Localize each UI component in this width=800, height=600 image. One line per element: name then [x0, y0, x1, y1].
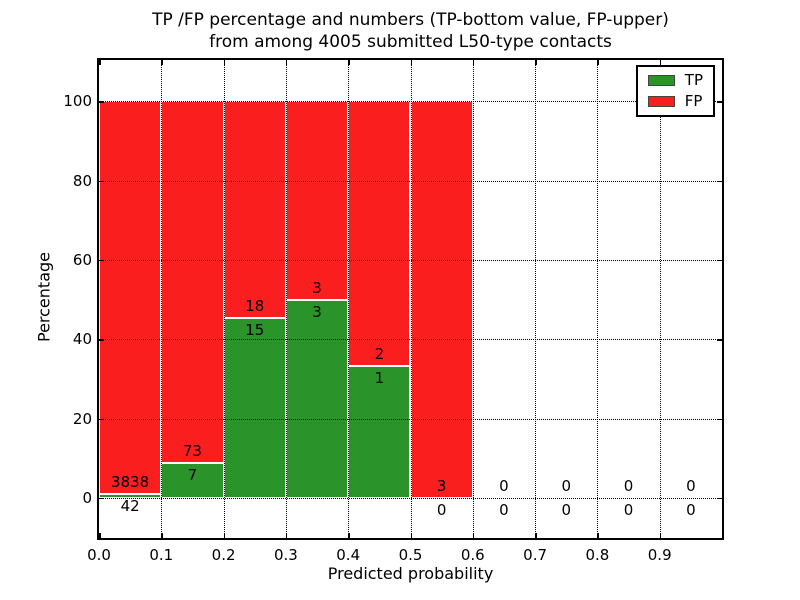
- legend-label-fp: FP: [684, 92, 703, 110]
- x-axis-tick-top: [410, 60, 412, 65]
- gridline-vertical: [472, 60, 474, 538]
- bar-fp-segment: [161, 101, 224, 464]
- tp-count-label: 0: [623, 500, 634, 519]
- fp-count-label: 0: [623, 476, 634, 495]
- x-tick-label: 0.2: [211, 546, 236, 564]
- x-tick-label: 0.9: [647, 546, 672, 564]
- fp-count-label: 2: [374, 344, 385, 363]
- y-axis-tick: [99, 101, 104, 103]
- legend: TP FP: [635, 65, 715, 117]
- bar-tp-segment: [161, 463, 224, 498]
- y-axis-tick: [99, 339, 104, 341]
- bar-tp-segment: [285, 299, 349, 498]
- fp-count-label: 3838: [111, 472, 150, 491]
- y-tick-label: 20: [72, 409, 92, 428]
- x-axis-tick: [597, 533, 599, 538]
- x-axis-tick-top: [659, 60, 662, 65]
- legend-item-tp: TP: [647, 71, 703, 89]
- chart-title-line1: TP /FP percentage and numbers (TP-bottom…: [152, 10, 669, 30]
- gridline-vertical: [161, 60, 163, 538]
- gridline-vertical: [659, 60, 661, 538]
- x-tick-label: 0.5: [398, 546, 423, 564]
- legend-label-tp: TP: [684, 71, 703, 89]
- gridline-vertical: [348, 60, 350, 538]
- y-axis-tick-right: [717, 497, 722, 500]
- x-axis-tick-top: [285, 60, 288, 65]
- y-axis-tick-right: [717, 418, 722, 421]
- fp-count-label: 0: [499, 476, 509, 495]
- tp-count-label: 15: [245, 320, 265, 339]
- bar-fp-segment: [348, 101, 411, 366]
- fp-count-label: 0: [561, 476, 572, 495]
- chart-title-line2: from among 4005 submitted L50-type conta…: [209, 32, 612, 52]
- tp-count-label: 3: [312, 302, 322, 321]
- bar-fp-segment: [410, 101, 473, 498]
- y-axis-tick: [99, 259, 104, 262]
- y-axis-tick-right: [717, 339, 722, 341]
- plot-area: TP FP 3838 42 73 7 18 15 3 3 2 1 3 0 0 0 0 0 0 0 0 0: [97, 58, 724, 540]
- tp-count-label: 7: [187, 466, 198, 485]
- tp-count-label: 1: [374, 368, 385, 387]
- x-tick-label: 0.3: [273, 546, 298, 564]
- x-axis-tick-top: [535, 60, 537, 65]
- bar-fp-segment: [285, 101, 349, 300]
- x-tick-label: 0.1: [149, 546, 174, 564]
- x-tick-label: 0.0: [87, 546, 111, 564]
- fp-count-label: 3: [312, 278, 322, 297]
- x-axis-tick-top: [161, 60, 163, 65]
- bar-fp-segment: [99, 101, 162, 494]
- bar-fp-segment: [223, 101, 286, 318]
- x-tick-label: 0.4: [336, 546, 361, 564]
- y-axis-tick: [99, 180, 104, 183]
- y-axis-tick-right: [717, 180, 722, 183]
- tp-count-label: 0: [561, 500, 572, 519]
- y-tick-label: 40: [72, 330, 92, 349]
- x-tick-label: 0.6: [460, 546, 485, 564]
- x-axis-tick: [348, 533, 350, 538]
- x-tick-label: 0.8: [585, 546, 610, 564]
- gridline-vertical: [223, 60, 225, 538]
- x-axis-tick: [285, 533, 288, 538]
- y-tick-label: 0: [82, 488, 92, 507]
- x-axis-tick: [99, 533, 101, 538]
- tp-count-label: 0: [499, 500, 509, 519]
- tp-count-label: 0: [686, 500, 696, 519]
- x-axis-tick-top: [223, 60, 226, 65]
- x-axis-tick-top: [472, 60, 475, 65]
- gridline-vertical: [285, 60, 287, 538]
- legend-item-fp: FP: [647, 92, 703, 110]
- legend-swatch-tp-icon: [647, 75, 675, 86]
- x-axis-tick: [410, 533, 412, 538]
- legend-swatch-fp-icon: [647, 96, 675, 107]
- x-axis-label: Predicted probability: [327, 564, 494, 583]
- x-axis-tick: [223, 533, 226, 538]
- bar-tp-segment: [99, 493, 162, 498]
- y-axis-tick: [99, 497, 104, 500]
- x-axis-tick: [659, 533, 662, 538]
- fp-count-label: 3: [436, 476, 447, 495]
- gridline-vertical: [410, 60, 412, 538]
- gridline-vertical: [535, 60, 537, 538]
- y-axis-tick-right: [717, 259, 722, 262]
- fp-count-label: 18: [245, 296, 265, 315]
- x-axis-tick-top: [597, 60, 599, 65]
- fp-count-label: 0: [686, 476, 696, 495]
- fp-count-label: 73: [182, 442, 202, 461]
- tp-count-label: 0: [436, 500, 447, 519]
- x-axis-tick-top: [99, 60, 101, 65]
- x-tick-label: 0.7: [523, 546, 548, 564]
- x-axis-tick: [472, 533, 475, 538]
- y-tick-label: 60: [72, 250, 92, 269]
- tp-count-label: 42: [120, 496, 140, 515]
- x-axis-tick: [161, 533, 163, 538]
- y-tick-label: 100: [63, 92, 92, 111]
- y-axis-tick: [99, 418, 104, 421]
- y-axis-tick-right: [717, 101, 722, 103]
- y-tick-label: 80: [72, 171, 92, 190]
- x-axis-tick: [535, 533, 537, 538]
- x-axis-tick-top: [348, 60, 350, 65]
- bar-tp-segment: [223, 317, 286, 498]
- gridline-vertical: [597, 60, 599, 538]
